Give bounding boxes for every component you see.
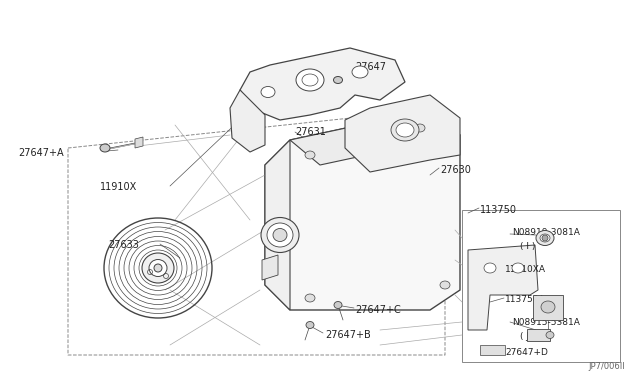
Text: 27633: 27633 xyxy=(108,240,139,250)
Ellipse shape xyxy=(273,228,287,241)
Ellipse shape xyxy=(333,77,342,83)
Text: ( J ): ( J ) xyxy=(520,332,536,341)
Text: 113750: 113750 xyxy=(480,205,517,215)
Ellipse shape xyxy=(484,263,496,273)
Text: 27647: 27647 xyxy=(355,62,386,72)
Ellipse shape xyxy=(540,234,550,242)
Ellipse shape xyxy=(306,321,314,328)
Text: N08919-3081A: N08919-3081A xyxy=(512,228,580,237)
Text: 27631: 27631 xyxy=(295,127,326,137)
Circle shape xyxy=(542,235,548,241)
Polygon shape xyxy=(480,345,505,355)
Text: 27630: 27630 xyxy=(440,165,471,175)
Text: 27647+D: 27647+D xyxy=(505,348,548,357)
Text: 27647+C: 27647+C xyxy=(355,305,401,315)
Ellipse shape xyxy=(440,281,450,289)
Text: 27647+A: 27647+A xyxy=(18,148,63,158)
Ellipse shape xyxy=(154,264,162,272)
Ellipse shape xyxy=(305,294,315,302)
Polygon shape xyxy=(290,110,460,165)
Text: N08915-5381A: N08915-5381A xyxy=(512,318,580,327)
Ellipse shape xyxy=(267,223,293,247)
Ellipse shape xyxy=(142,253,174,283)
Text: ( I ): ( I ) xyxy=(520,242,536,251)
Ellipse shape xyxy=(261,87,275,97)
Polygon shape xyxy=(527,329,550,341)
Text: 27647+B: 27647+B xyxy=(325,330,371,340)
Ellipse shape xyxy=(334,301,342,308)
Polygon shape xyxy=(240,48,405,120)
Polygon shape xyxy=(468,245,538,330)
Polygon shape xyxy=(135,137,143,148)
Text: 113750A: 113750A xyxy=(505,295,546,304)
Ellipse shape xyxy=(352,66,368,78)
Ellipse shape xyxy=(396,123,414,137)
Text: 11910X: 11910X xyxy=(100,182,137,192)
Ellipse shape xyxy=(541,301,555,313)
Polygon shape xyxy=(230,90,265,152)
Polygon shape xyxy=(533,295,563,320)
Polygon shape xyxy=(265,110,460,310)
Ellipse shape xyxy=(305,151,315,159)
Text: 11910XA: 11910XA xyxy=(505,265,546,274)
Ellipse shape xyxy=(415,124,425,132)
Ellipse shape xyxy=(512,263,524,273)
Polygon shape xyxy=(345,95,460,172)
Ellipse shape xyxy=(261,218,299,253)
Ellipse shape xyxy=(149,260,167,276)
Ellipse shape xyxy=(100,144,110,152)
Polygon shape xyxy=(262,255,278,280)
Ellipse shape xyxy=(546,331,554,339)
Polygon shape xyxy=(265,140,290,310)
Text: JP7/006II: JP7/006II xyxy=(588,362,625,371)
Ellipse shape xyxy=(391,119,419,141)
Ellipse shape xyxy=(536,231,554,246)
Ellipse shape xyxy=(296,69,324,91)
